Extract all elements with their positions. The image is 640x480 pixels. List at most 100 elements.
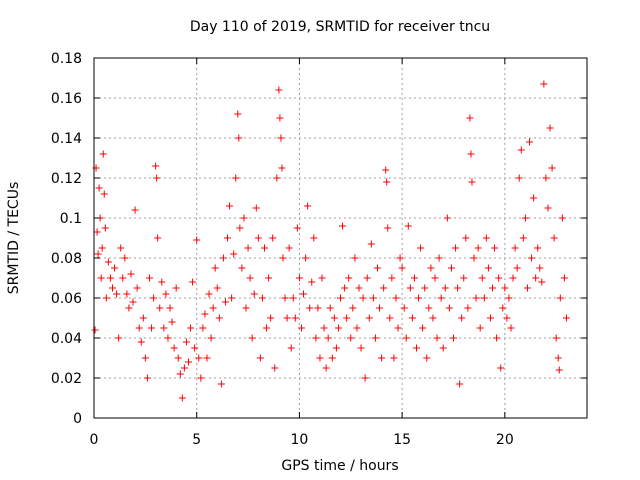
data-point xyxy=(493,334,501,342)
data-point xyxy=(392,294,400,302)
data-point xyxy=(195,354,203,362)
data-point xyxy=(398,264,406,272)
x-axis-label: GPS time / hours xyxy=(281,458,398,474)
data-point xyxy=(415,294,423,302)
data-point xyxy=(482,234,490,242)
data-point xyxy=(396,254,404,262)
data-point xyxy=(548,164,556,172)
data-point xyxy=(513,264,521,272)
data-point xyxy=(226,202,234,210)
data-point xyxy=(380,284,388,292)
data-point xyxy=(310,234,318,242)
tick-labels: 0 0.02 0.04 0.06 0.08 0.1 0.12 0.14 0.16 0.18 0 5 10… xyxy=(51,51,514,448)
data-point xyxy=(276,114,284,122)
data-point xyxy=(205,290,213,298)
data-point xyxy=(439,344,447,352)
data-point xyxy=(558,214,566,222)
x-tick-label: 20 xyxy=(496,432,514,448)
data-point xyxy=(365,314,373,322)
data-point xyxy=(413,344,421,352)
data-point xyxy=(131,206,139,214)
data-point xyxy=(246,274,254,282)
data-point xyxy=(240,214,248,222)
data-point xyxy=(497,364,505,372)
data-point xyxy=(102,294,110,302)
data-point xyxy=(523,284,531,292)
data-point xyxy=(452,244,460,252)
data-point xyxy=(382,166,390,174)
data-point xyxy=(314,304,322,312)
data-point xyxy=(170,344,178,352)
data-point xyxy=(332,344,340,352)
data-point xyxy=(363,274,371,282)
data-point xyxy=(538,278,546,286)
data-point xyxy=(162,290,170,298)
data-point xyxy=(339,222,347,230)
data-point xyxy=(203,354,211,362)
data-point xyxy=(383,178,391,186)
data-point xyxy=(219,254,227,262)
x-tick-label: 0 xyxy=(90,432,99,448)
data-point xyxy=(402,334,410,342)
data-point xyxy=(445,304,453,312)
data-point xyxy=(97,274,105,282)
data-point xyxy=(228,294,236,302)
data-point xyxy=(215,314,223,322)
data-point xyxy=(542,174,550,182)
data-point xyxy=(99,150,107,158)
data-point xyxy=(429,314,437,322)
data-point xyxy=(273,174,281,182)
data-point xyxy=(503,314,511,322)
data-point xyxy=(141,354,149,362)
data-point xyxy=(152,162,160,170)
data-point xyxy=(100,190,108,198)
data-point xyxy=(139,314,147,322)
data-point xyxy=(425,304,433,312)
data-point xyxy=(232,174,240,182)
data-point xyxy=(386,314,394,322)
data-point xyxy=(94,250,102,258)
data-point xyxy=(353,324,361,332)
data-point xyxy=(133,284,141,292)
data-point xyxy=(460,274,468,282)
data-point xyxy=(143,374,151,382)
data-point xyxy=(150,294,158,302)
data-point xyxy=(519,234,527,242)
data-point xyxy=(108,284,116,292)
data-point xyxy=(300,290,308,298)
data-point xyxy=(244,244,252,252)
data-point xyxy=(343,314,351,322)
data-point xyxy=(111,264,119,272)
data-point xyxy=(330,314,338,322)
data-point xyxy=(480,294,488,302)
data-point xyxy=(394,324,402,332)
data-point xyxy=(530,194,538,202)
data-point xyxy=(285,244,293,252)
y-axis-label: SRMTID / TECUs xyxy=(6,182,22,295)
data-point xyxy=(148,324,156,332)
data-point xyxy=(511,244,519,252)
data-point xyxy=(242,304,250,312)
data-point xyxy=(419,324,427,332)
data-point xyxy=(555,366,563,374)
data-point xyxy=(410,274,418,282)
data-point xyxy=(172,284,180,292)
data-point xyxy=(209,304,217,312)
x-tick-label: 15 xyxy=(393,432,411,448)
data-point xyxy=(431,274,439,282)
data-point xyxy=(478,274,486,282)
y-tick-label: 0.18 xyxy=(51,51,82,67)
data-point xyxy=(443,214,451,222)
data-point xyxy=(406,284,414,292)
data-point xyxy=(127,270,135,278)
data-point xyxy=(123,290,131,298)
data-point xyxy=(217,380,225,388)
data-point xyxy=(278,164,286,172)
data-point xyxy=(293,224,301,232)
data-point xyxy=(470,254,478,262)
data-point xyxy=(462,234,470,242)
y-tick-label: 0.08 xyxy=(51,251,82,267)
grid-lines xyxy=(93,57,587,419)
data-point xyxy=(191,344,199,352)
